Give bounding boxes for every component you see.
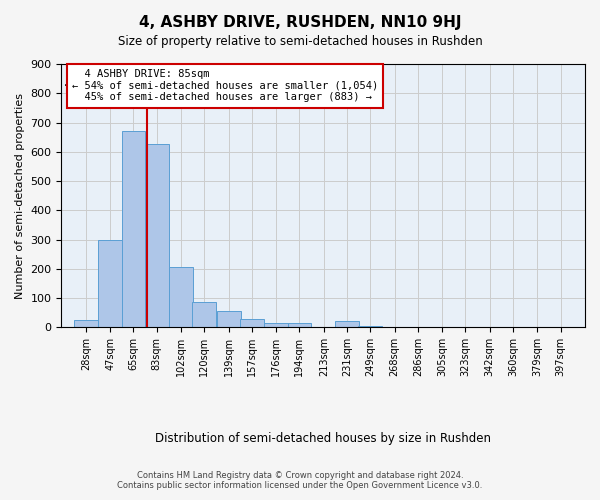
Text: Contains HM Land Registry data © Crown copyright and database right 2024.
Contai: Contains HM Land Registry data © Crown c… — [118, 470, 482, 490]
Text: Size of property relative to semi-detached houses in Rushden: Size of property relative to semi-detach… — [118, 35, 482, 48]
Y-axis label: Number of semi-detached properties: Number of semi-detached properties — [15, 92, 25, 298]
Bar — [145, 144, 169, 328]
Text: 4, ASHBY DRIVE, RUSHDEN, NN10 9HJ: 4, ASHBY DRIVE, RUSHDEN, NN10 9HJ — [139, 15, 461, 30]
Bar — [358, 326, 382, 328]
Bar — [122, 132, 145, 328]
Bar — [265, 323, 288, 328]
Bar — [217, 312, 241, 328]
X-axis label: Distribution of semi-detached houses by size in Rushden: Distribution of semi-detached houses by … — [155, 432, 491, 445]
Bar — [287, 323, 311, 328]
Bar — [240, 318, 264, 328]
Bar — [193, 302, 216, 328]
Bar — [98, 240, 122, 328]
Text: 4 ASHBY DRIVE: 85sqm
← 54% of semi-detached houses are smaller (1,054)
  45% of : 4 ASHBY DRIVE: 85sqm ← 54% of semi-detac… — [72, 70, 378, 102]
Bar — [335, 322, 359, 328]
Bar — [74, 320, 98, 328]
Bar — [169, 268, 193, 328]
